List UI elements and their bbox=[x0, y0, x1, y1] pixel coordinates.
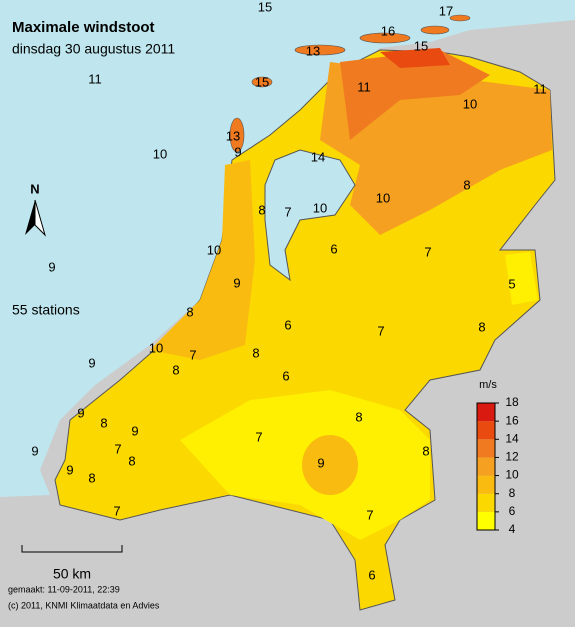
footer-made: gemaakt: 11-09-2011, 22:39 bbox=[8, 584, 120, 594]
station-value: 11 bbox=[357, 79, 371, 94]
station-value: 9 bbox=[77, 405, 84, 420]
station-value: 10 bbox=[149, 340, 163, 355]
zone-local bbox=[302, 435, 358, 495]
station-value: 9 bbox=[48, 259, 55, 274]
legend-band bbox=[477, 403, 495, 422]
legend-band bbox=[477, 421, 495, 440]
station-value: 7 bbox=[424, 244, 431, 259]
station-value: 7 bbox=[113, 503, 120, 518]
ijsselmeer bbox=[264, 149, 356, 282]
legend-tick-label: 16 bbox=[505, 413, 519, 427]
station-value: 7 bbox=[114, 441, 121, 456]
station-value: 16 bbox=[381, 23, 395, 38]
station-value: 14 bbox=[311, 149, 325, 164]
legend-tick-label: 14 bbox=[505, 431, 519, 445]
station-value: 10 bbox=[207, 242, 221, 257]
station-value: 8 bbox=[258, 202, 265, 217]
station-value: 8 bbox=[100, 415, 107, 430]
north-label: N bbox=[30, 181, 39, 196]
legend-tick-label: 6 bbox=[509, 504, 516, 518]
station-value: 8 bbox=[355, 409, 362, 424]
station-value: 9 bbox=[234, 144, 241, 159]
legend-band bbox=[477, 475, 495, 494]
station-value: 10 bbox=[153, 146, 167, 161]
zone-north-peak bbox=[380, 48, 450, 68]
station-value: 8 bbox=[463, 177, 470, 192]
station-value: 9 bbox=[88, 355, 95, 370]
station-value: 9 bbox=[233, 275, 240, 290]
north-arrow bbox=[34, 199, 47, 237]
footer-copyright: (c) 2011, KNMI Klimaatdata en Advies bbox=[8, 600, 160, 610]
station-value: 7 bbox=[366, 507, 373, 522]
islands bbox=[229, 14, 471, 153]
station-value: 10 bbox=[313, 200, 327, 215]
zone-north-strong bbox=[340, 50, 490, 140]
station-value: 6 bbox=[330, 241, 337, 256]
station-value: 6 bbox=[282, 368, 289, 383]
station-value: 10 bbox=[376, 190, 390, 205]
legend-tick-label: 18 bbox=[505, 395, 519, 409]
station-value: 15 bbox=[255, 74, 269, 89]
station-value: 10 bbox=[463, 96, 477, 111]
station-value: 8 bbox=[88, 470, 95, 485]
legend-tick-label: 10 bbox=[505, 468, 519, 482]
station-value: 7 bbox=[284, 204, 291, 219]
zone-coast bbox=[150, 160, 255, 360]
legend-band bbox=[477, 439, 495, 458]
scale-bar bbox=[21, 545, 123, 553]
station-value: 8 bbox=[128, 453, 135, 468]
station-value: 6 bbox=[284, 317, 291, 332]
station-value: 9 bbox=[317, 455, 324, 470]
legend-band bbox=[477, 511, 495, 530]
north-arrow bbox=[25, 200, 35, 235]
station-value: 9 bbox=[66, 462, 73, 477]
station-value: 7 bbox=[255, 429, 262, 444]
station-value: 11 bbox=[533, 81, 547, 96]
station-value: 8 bbox=[186, 304, 193, 319]
subtitle: dinsdag 30 augustus 2011 bbox=[12, 41, 175, 57]
station-value: 11 bbox=[88, 71, 102, 86]
station-value: 13 bbox=[226, 128, 240, 143]
station-value: 9 bbox=[131, 423, 138, 438]
legend: 4 6 8 10 12 14 16 18 bbox=[476, 395, 519, 536]
sea bbox=[0, 0, 575, 497]
legend-unit: m/s bbox=[479, 379, 497, 391]
legend-band bbox=[477, 493, 495, 512]
legend-tick-label: 12 bbox=[505, 450, 519, 464]
station-value: 8 bbox=[422, 443, 429, 458]
station-value: 8 bbox=[252, 345, 259, 360]
station-value: 8 bbox=[172, 362, 179, 377]
zone-east bbox=[505, 252, 538, 305]
station-value: 13 bbox=[306, 43, 320, 58]
station-value: 7 bbox=[377, 323, 384, 338]
station-value: 17 bbox=[439, 3, 453, 18]
station-count: 55 stations bbox=[12, 302, 80, 318]
station-value: 6 bbox=[368, 567, 375, 582]
legend-frame bbox=[476, 402, 496, 531]
station-value: 15 bbox=[258, 0, 272, 14]
station-value: 5 bbox=[508, 276, 515, 291]
station-value: 9 bbox=[31, 443, 38, 458]
station-value: 15 bbox=[414, 38, 428, 53]
legend-tick-label: 4 bbox=[509, 522, 516, 536]
scale-label: 50 km bbox=[53, 566, 91, 582]
legend-tick-label: 8 bbox=[509, 486, 516, 500]
title: Maximale windstoot bbox=[12, 19, 155, 36]
legend-band bbox=[477, 457, 495, 476]
station-value: 7 bbox=[189, 347, 196, 362]
station-value: 8 bbox=[478, 319, 485, 334]
